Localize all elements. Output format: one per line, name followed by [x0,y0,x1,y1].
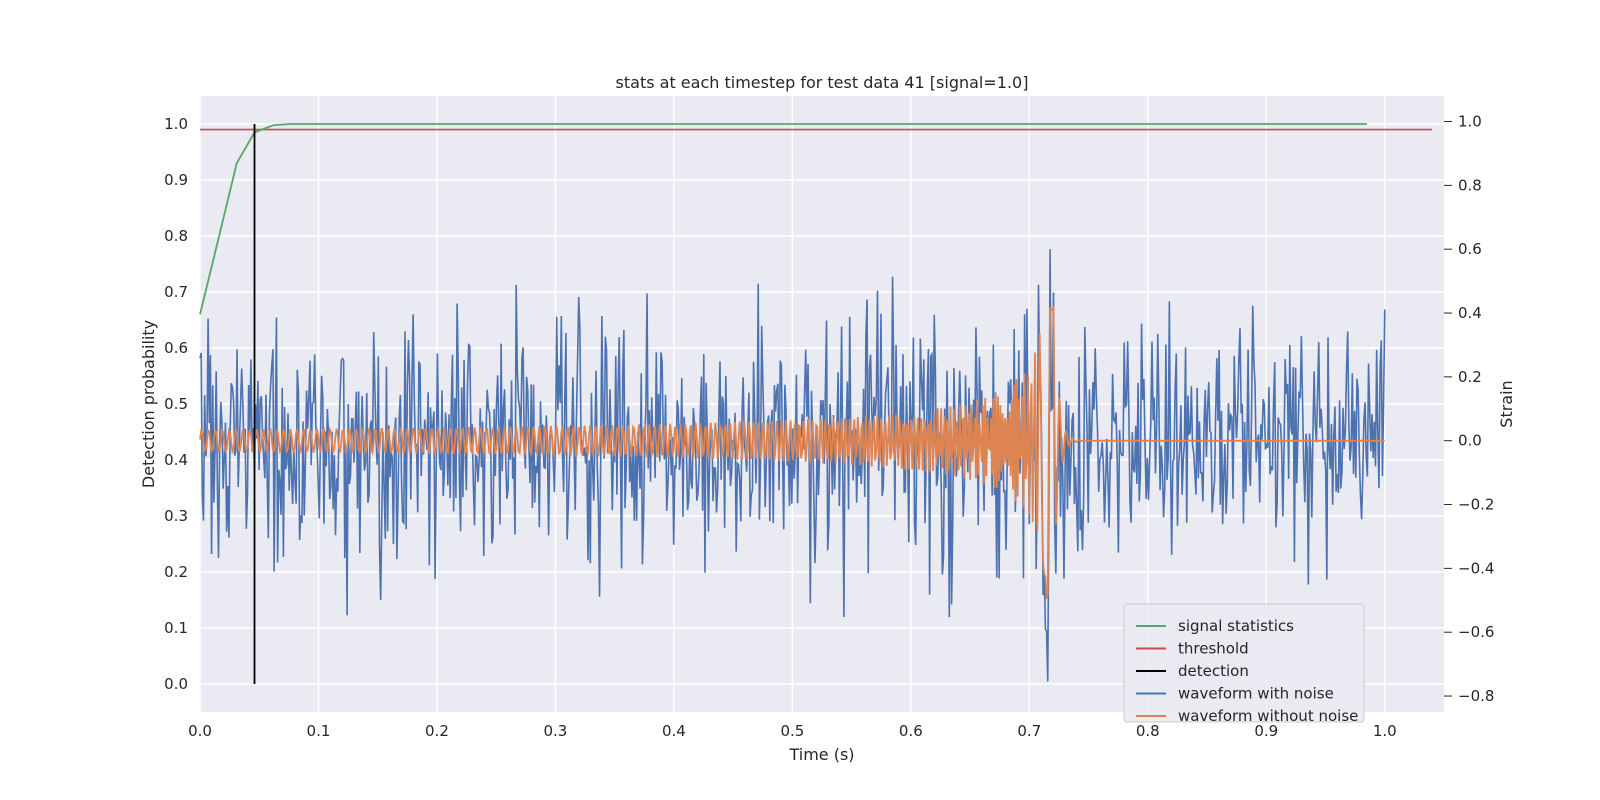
y-tick-label-right: −0.6 [1458,623,1494,641]
legend-label: detection [1178,662,1249,680]
series-group [199,123,1433,684]
legend-label: waveform with noise [1178,685,1334,703]
legend-box [1123,603,1365,723]
y-tick-label-right: 0.4 [1458,304,1482,322]
y-tick-label-left: 0.8 [164,227,188,245]
y-tick-label-left: 0.0 [164,675,188,693]
y-tick-label-left: 0.5 [164,395,188,413]
y-tick-label-right: −0.4 [1458,559,1494,577]
y-tick-label-right: 0.2 [1458,368,1482,386]
y-tick-label-left: 0.9 [164,171,188,189]
y-tick-label-right: 0.6 [1458,240,1482,258]
x-tick-label: 0.0 [188,722,212,740]
legend-entries: signal statistics threshold detection wavef… [1136,617,1358,725]
series-waveform-with-noise [199,249,1386,682]
legend-label: signal statistics [1178,617,1294,635]
x-ticks: 0.0 0.1 0.2 0.3 0.4 0.5 0.6 0.7 0.8 0.9 1.0 [188,722,1397,740]
y-tick-label-left: 0.6 [164,339,188,357]
x-axis-label: Time (s) [788,745,854,764]
y-axis-label-left: Detection probability [139,320,158,488]
legend-label: waveform without noise [1178,707,1358,725]
y-ticks-right: −0.8 −0.6 −0.4 −0.2 0.0 0.2 0.4 0.6 0.8 1.0 [1444,113,1494,705]
y-tick-label-left: 0.2 [164,563,188,581]
x-tick-label: 0.4 [662,722,686,740]
series-signal-statistics [199,123,1367,315]
y-tick-label-left: 0.4 [164,451,188,469]
legend-label: threshold [1178,640,1249,658]
y-tick-label-left: 0.3 [164,507,188,525]
y-tick-label-left: 0.7 [164,283,188,301]
x-tick-label: 0.9 [1254,722,1278,740]
x-tick-label: 0.7 [1017,722,1041,740]
series-waveform-without-noise [199,306,1385,599]
y-ticks-left: 0.0 0.1 0.2 0.3 0.4 0.5 0.6 0.7 0.8 0.9 1.0 [164,115,188,693]
chart-title: stats at each timestep for test data 41 … [616,73,1029,92]
y-tick-label-right: −0.8 [1458,687,1494,705]
y-tick-label-left: 1.0 [164,115,188,133]
y-axis-label-right: Strain [1497,380,1516,427]
legend: signal statistics threshold detection wavef… [1123,603,1365,725]
y-tick-label-right: 0.0 [1458,432,1482,450]
y-tick-label-right: 0.8 [1458,176,1482,194]
y-tick-label-right: 1.0 [1458,113,1482,131]
x-tick-label: 0.5 [780,722,804,740]
x-tick-label: 0.2 [425,722,449,740]
x-tick-label: 0.6 [899,722,923,740]
x-tick-label: 1.0 [1373,722,1397,740]
x-tick-label: 0.3 [543,722,567,740]
y-tick-label-left: 0.1 [164,619,188,637]
x-tick-label: 0.8 [1136,722,1160,740]
y-tick-label-right: −0.2 [1458,496,1494,514]
x-tick-label: 0.1 [307,722,331,740]
